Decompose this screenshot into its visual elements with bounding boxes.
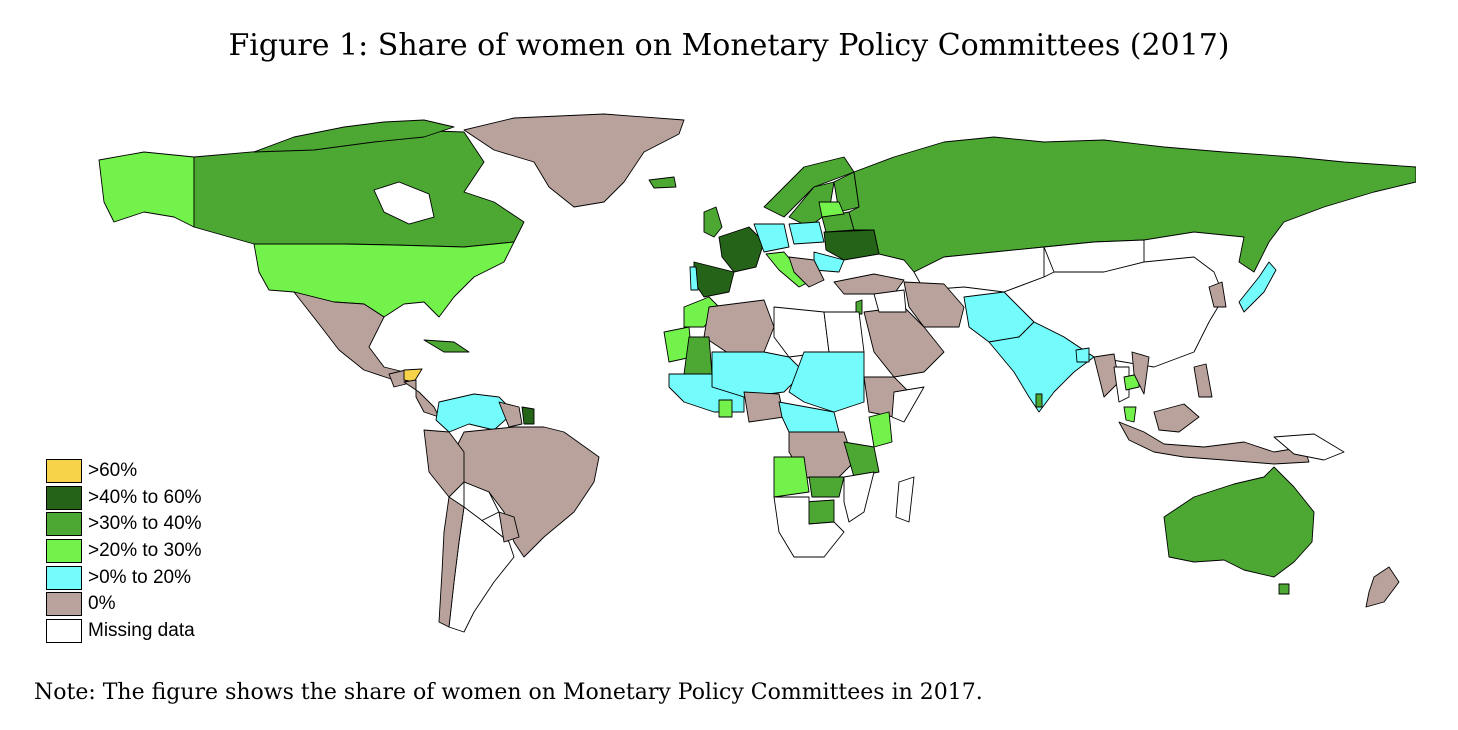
country-korea	[1208, 281, 1227, 308]
country-australia	[1163, 466, 1315, 578]
country-thailand	[1113, 366, 1130, 403]
legend-swatch	[46, 512, 82, 537]
country-somalia	[891, 386, 925, 423]
figure-note: Note: The figure shows the share of wome…	[34, 680, 983, 705]
country-cuba	[423, 339, 470, 353]
country-usa	[253, 241, 515, 318]
country-venezuela	[435, 393, 515, 433]
country-poland	[788, 221, 825, 245]
legend-item: >60%	[46, 458, 202, 485]
country-zambia	[808, 476, 845, 498]
country-india	[988, 321, 1095, 413]
country-peru	[423, 429, 465, 498]
country-paraguay	[498, 511, 520, 543]
country-iceland	[648, 176, 677, 189]
country-chile	[438, 496, 465, 628]
country-malaysia	[1123, 406, 1137, 423]
country-vietnam	[1131, 351, 1150, 395]
country-baltics	[818, 201, 845, 218]
country-greenland	[463, 113, 685, 208]
country-japan	[1238, 261, 1277, 313]
country-madagascar	[895, 476, 915, 523]
legend-item: >40% to 60%	[46, 485, 202, 512]
country-kenya	[868, 411, 893, 448]
legend-swatch	[46, 592, 82, 617]
country-ukraine	[823, 229, 880, 261]
country-germany	[753, 223, 790, 253]
legend-swatch	[46, 485, 82, 510]
country-mauritania	[683, 336, 713, 375]
country-nicaragua	[403, 379, 440, 418]
country-myanmar	[1093, 353, 1120, 398]
country-chad-sudan	[788, 351, 865, 413]
country-saudi-arabia	[863, 306, 945, 378]
country-nigeria	[743, 391, 785, 423]
legend-item: 0%	[46, 591, 202, 618]
country-suriname	[521, 406, 535, 425]
country-papua	[1273, 433, 1345, 461]
country-italy	[765, 251, 810, 288]
country-iraq	[873, 289, 907, 313]
country-libya	[773, 306, 830, 358]
legend-label: >60%	[88, 460, 138, 482]
country-tanzania	[843, 441, 880, 478]
country-guatemala	[388, 369, 407, 388]
country-mexico	[293, 291, 405, 381]
legend-item: Missing data	[46, 618, 202, 645]
legend-label: 0%	[88, 593, 116, 615]
figure-title: Figure 1: Share of women on Monetary Pol…	[228, 28, 1230, 63]
country-mozambique	[843, 471, 875, 523]
legend: >60% >40% to 60% >30% to 40% >20% to 30%…	[46, 458, 202, 644]
country-spain	[693, 261, 735, 298]
country-alaska	[98, 151, 195, 228]
country-turkey	[833, 273, 905, 295]
country-borneo	[1153, 403, 1200, 433]
country-bangladesh	[1075, 347, 1090, 363]
country-algeria	[703, 299, 775, 358]
country-tasmania	[1278, 583, 1290, 595]
legend-item: >20% to 30%	[46, 538, 202, 565]
country-southern-africa	[773, 496, 845, 558]
country-egypt	[823, 311, 865, 353]
legend-label: Missing data	[88, 619, 195, 641]
country-uk	[703, 206, 723, 238]
legend-swatch	[46, 618, 82, 643]
legend-item: >0% to 20%	[46, 564, 202, 591]
legend-label: >40% to 60%	[88, 486, 202, 508]
country-balkans	[788, 256, 825, 288]
legend-label: >20% to 30%	[88, 540, 202, 562]
country-bolivia	[463, 481, 500, 523]
country-angola	[773, 456, 810, 498]
country-new-zealand	[1365, 566, 1400, 608]
legend-label: >0% to 20%	[88, 566, 191, 588]
legend-swatch	[46, 565, 82, 590]
legend-item: >30% to 40%	[46, 511, 202, 538]
legend-label: >30% to 40%	[88, 513, 202, 535]
country-sri-lanka	[1035, 393, 1043, 408]
country-ghana	[718, 399, 733, 418]
country-guyana	[498, 401, 523, 428]
country-canada	[193, 129, 525, 248]
world-map-svg	[98, 113, 1416, 633]
country-philippines	[1193, 363, 1213, 398]
world-map	[44, 112, 1416, 657]
country-russia	[848, 136, 1416, 273]
legend-swatch	[46, 459, 82, 484]
hudson-bay	[373, 181, 435, 225]
country-iran	[903, 281, 965, 328]
legend-swatch	[46, 539, 82, 564]
country-france	[718, 226, 765, 273]
country-canada-islands	[253, 119, 455, 153]
country-portugal	[689, 266, 699, 291]
country-israel	[855, 299, 863, 315]
